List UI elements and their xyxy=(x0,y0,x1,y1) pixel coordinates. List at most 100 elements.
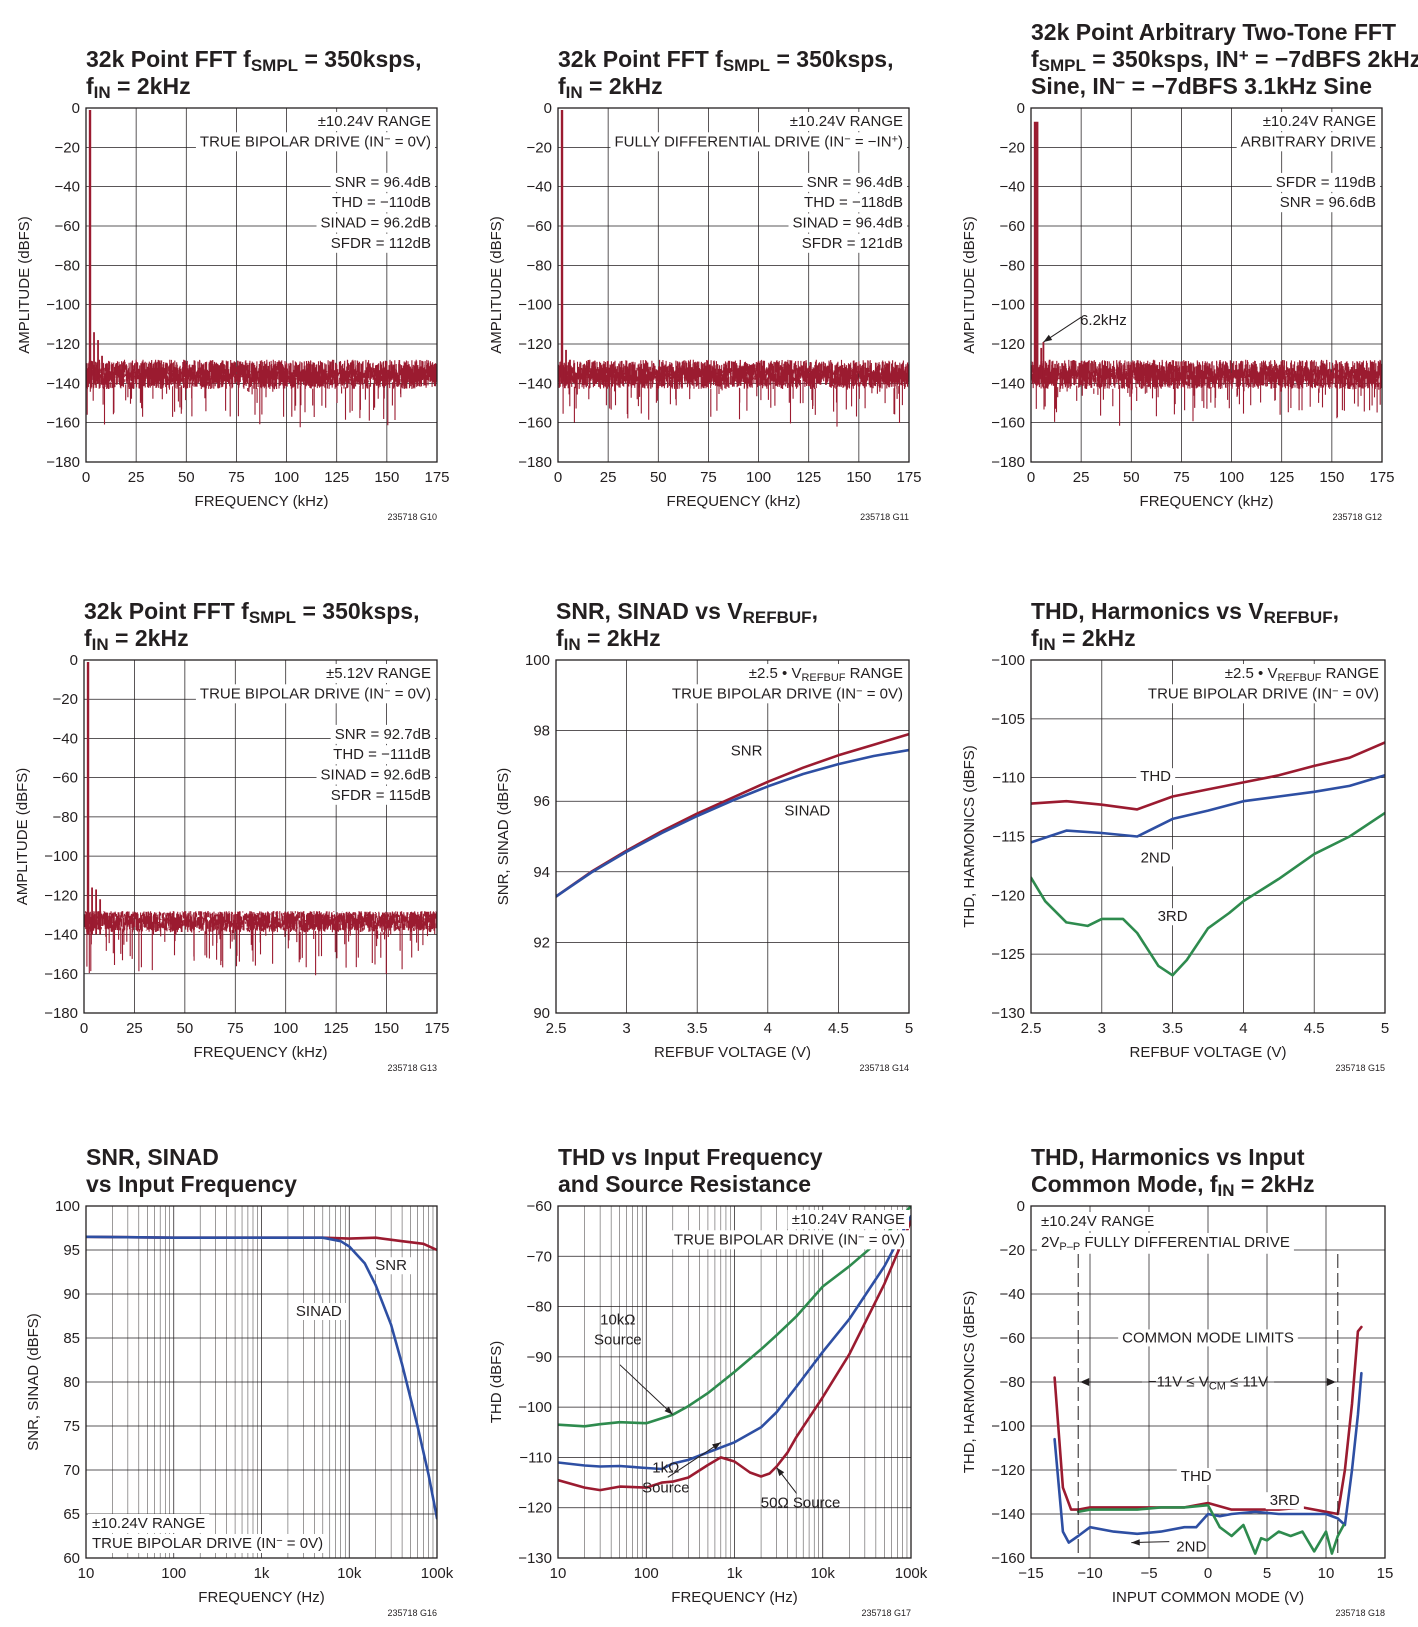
series-label: SNR xyxy=(731,742,763,759)
label-backdrop xyxy=(1236,132,1380,152)
text-run: REFBUF xyxy=(1277,672,1321,684)
label-backdrop xyxy=(330,172,435,192)
text-run: TRUE BIPOLAR DRIVE (IN xyxy=(674,1231,858,1248)
x-tick-label: 125 xyxy=(796,469,821,486)
y-tick-label: −110 xyxy=(992,770,1025,787)
y-axis-label: AMPLITUDE (dBFS) xyxy=(14,768,31,906)
text-run: THD, Harmonics vs V xyxy=(1031,598,1264,624)
text-run: = 0V) xyxy=(865,1231,905,1248)
chart-title: 32k Point FFT fSMPL = 350ksps, xyxy=(558,46,893,75)
y-axis-label: AMPLITUDE (dBFS) xyxy=(961,216,978,354)
series-line-1k-source xyxy=(558,1214,911,1471)
y-tick-label: −160 xyxy=(46,415,80,432)
x-tick-label: 5 xyxy=(1263,1565,1271,1582)
annotation-text: ±10.24V RANGE xyxy=(790,113,903,130)
label-backdrop xyxy=(328,193,435,213)
x-tick-label: 15 xyxy=(1377,1565,1394,1582)
text-run: , xyxy=(812,598,818,624)
x-axis-label: FREQUENCY (kHz) xyxy=(195,493,329,510)
x-tick-label: 10 xyxy=(78,1565,95,1582)
text-run: IN xyxy=(1218,1181,1235,1200)
y-tick-label: 60 xyxy=(63,1550,80,1567)
series-label-text: SINAD xyxy=(296,1303,342,1320)
annotation-text: ±2.5 • VREFBUF RANGE xyxy=(749,665,903,684)
x-tick-label: 3.5 xyxy=(687,1020,708,1037)
y-tick-label: −180 xyxy=(991,454,1025,471)
plot-area xyxy=(84,661,437,976)
label-backdrop xyxy=(1143,684,1384,704)
y-tick-label: 90 xyxy=(63,1286,80,1303)
y-tick-label: −180 xyxy=(46,454,80,471)
y-tick-label: −60 xyxy=(55,218,80,235)
series-line-sinad xyxy=(86,1235,437,1520)
text-run: ≤ 11V xyxy=(1226,1373,1268,1390)
text-run: FULLY DIFFERENTIAL DRIVE (IN xyxy=(615,133,845,150)
figure-code: 235718 G15 xyxy=(1335,1063,1385,1073)
y-tick-label: −160 xyxy=(518,415,552,432)
text-run: = 2kHz xyxy=(1056,625,1136,651)
y-tick-label: −90 xyxy=(527,1349,552,1366)
series-label-text: THD xyxy=(1181,1468,1212,1485)
text-run: ±10.24V RANGE xyxy=(1263,113,1376,130)
series-line-2nd xyxy=(1031,774,1385,844)
annotation-text: SNR = 96.4dB xyxy=(807,174,903,191)
text-run: SFDR = 115dB xyxy=(331,787,431,804)
text-run: − xyxy=(1115,73,1125,92)
series-label-text: SNR xyxy=(375,1257,407,1274)
text-run: = 0V) xyxy=(391,133,431,150)
label-backdrop xyxy=(1271,172,1380,192)
text-run: f xyxy=(84,625,92,651)
x-tick-label: 50 xyxy=(178,469,195,486)
annotation-text: ±10.24V RANGE xyxy=(92,1515,205,1532)
figure-code: 235718 G18 xyxy=(1335,1608,1385,1618)
x-axis-label: REFBUF VOLTAGE (V) xyxy=(654,1044,811,1061)
text-run: 2V xyxy=(1041,1234,1059,1251)
x-tick-label: 3.5 xyxy=(1162,1020,1183,1037)
y-tick-label: −105 xyxy=(991,711,1025,728)
text-run: CM xyxy=(1209,1380,1226,1392)
series-label: SINAD xyxy=(296,1303,342,1320)
text-run: = 0V) xyxy=(863,685,903,702)
series-label-text: 3RD xyxy=(1270,1492,1300,1509)
chart-title: fIN = 2kHz xyxy=(84,625,189,654)
text-run: SNR = 92.7dB xyxy=(335,726,431,743)
grid xyxy=(556,660,909,1013)
label-backdrop xyxy=(726,742,767,760)
x-tick-label: 10k xyxy=(337,1565,362,1582)
x-tick-label: 10 xyxy=(1318,1565,1335,1582)
text-run: THD = −110dB xyxy=(332,194,431,211)
y-tick-label: −40 xyxy=(527,179,552,196)
annotation-text: ±5.12V RANGE xyxy=(326,665,431,682)
annotation-text: SFDR = 115dB xyxy=(331,787,431,804)
plot-frame xyxy=(1030,1205,1386,1559)
text-run: − xyxy=(858,1231,864,1243)
y-tick-label: −70 xyxy=(527,1248,552,1265)
text-run: ±10.24V RANGE xyxy=(92,1515,205,1532)
y-tick-label: 0 xyxy=(1017,100,1025,117)
y-tick-label: −80 xyxy=(55,257,80,274)
y-tick-label: −160 xyxy=(991,1550,1025,1567)
annotation-text: SNR = 96.6dB xyxy=(1280,194,1376,211)
chart-title: THD, Harmonics vs Input xyxy=(1031,1144,1305,1170)
text-run: SMPL xyxy=(723,56,770,75)
series-label-text: 3RD xyxy=(1158,908,1188,925)
figure-code: 235718 G10 xyxy=(387,512,437,522)
y-tick-label: 65 xyxy=(63,1506,80,1523)
label-backdrop xyxy=(744,664,907,685)
text-run: = −IN xyxy=(851,133,892,150)
x-tick-label: 75 xyxy=(700,469,717,486)
annotation-text: TRUE BIPOLAR DRIVE (IN− = 0V) xyxy=(200,133,431,150)
text-run: , xyxy=(1333,598,1339,624)
series-line-10k-source xyxy=(558,1206,911,1428)
callout-text: Source xyxy=(642,1479,690,1496)
text-run: 32k Point FFT f xyxy=(86,46,251,72)
series-line-sinad xyxy=(556,748,909,898)
series-label: SNR xyxy=(375,1257,407,1274)
y-tick-label: 92 xyxy=(533,934,550,951)
y-tick-label: −120 xyxy=(46,336,80,353)
y-tick-label: −160 xyxy=(991,415,1025,432)
plot-area xyxy=(86,1235,437,1520)
callout-text: Source xyxy=(594,1332,642,1349)
x-tick-label: 50 xyxy=(650,469,667,486)
